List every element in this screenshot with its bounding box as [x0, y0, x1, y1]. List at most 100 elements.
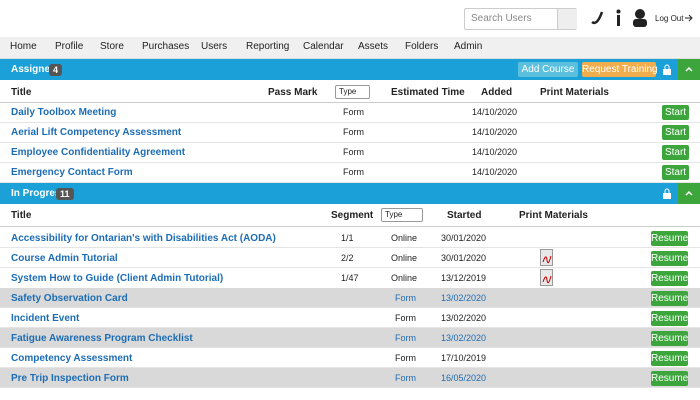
course-started: 13/02/2020	[441, 333, 487, 343]
pdf-icon[interactable]	[540, 269, 553, 286]
nav-item[interactable]: Reporting	[246, 41, 290, 52]
lock-icon[interactable]	[662, 64, 672, 75]
start-button[interactable]: Start	[662, 105, 689, 120]
col-started: Started	[447, 210, 482, 221]
course-title[interactable]: Course Admin Tutorial	[11, 253, 118, 264]
in-progress-row: Incident Event Form 13/02/2020 Resume	[0, 308, 700, 328]
course-title[interactable]: System How to Guide (Client Admin Tutori…	[11, 273, 224, 284]
user-body	[633, 19, 647, 27]
col-estimated-time: Estimated Time	[391, 87, 465, 98]
col-title: Title	[11, 87, 32, 98]
course-title[interactable]: Emergency Contact Form	[11, 167, 133, 178]
resume-button[interactable]: Resume	[651, 331, 689, 346]
assigned-row: Daily Toolbox Meeting Form 14/10/2020 Start	[0, 103, 700, 123]
type-filter[interactable]: Type	[381, 208, 423, 222]
header-icons	[591, 9, 693, 27]
logout-icon	[685, 14, 693, 22]
course-type: Form	[395, 313, 416, 323]
type-filter[interactable]: Type	[335, 85, 370, 99]
course-title[interactable]: Fatigue Awareness Program Checklist	[11, 333, 193, 344]
in-progress-header: Title Segment Type Started Print Materia…	[0, 205, 700, 227]
in-progress-row: Competency Assessment Form 17/10/2019 Resum…	[0, 348, 700, 368]
course-title[interactable]: Safety Observation Card	[11, 293, 128, 304]
resume-button[interactable]: Resume	[651, 311, 689, 326]
nav-bar: Home Profile Store Purchases Users Reporting C…	[0, 37, 700, 59]
collapse-toggle[interactable]	[678, 183, 700, 204]
assigned-header: Title Pass Mark Type Estimated Time Adde…	[0, 82, 700, 103]
add-course-button[interactable]: Add Course	[518, 62, 578, 77]
course-type: Form	[343, 167, 364, 177]
course-added: 14/10/2020	[472, 167, 518, 177]
in-progress-row: Fatigue Awareness Program Checklist Form 1…	[0, 328, 700, 348]
course-started: 13/12/2019	[441, 273, 487, 283]
search-box[interactable]: Search Users	[464, 8, 577, 30]
assigned-bar: Assigned 4 Add Course Request Training	[0, 59, 700, 80]
in-progress-row: Safety Observation Card Form 13/02/2020 Res…	[0, 288, 700, 308]
col-title: Title	[11, 210, 32, 221]
type-filter-label: Type	[385, 210, 403, 219]
nav-item[interactable]: Users	[201, 41, 228, 52]
course-type: Form	[343, 127, 364, 137]
course-title[interactable]: Incident Event	[11, 313, 80, 324]
course-title[interactable]: Pre Trip Inspection Form	[11, 373, 129, 384]
logout-link[interactable]: Log Out	[655, 14, 684, 23]
nav-item[interactable]: Assets	[358, 41, 389, 52]
in-progress-row: Pre Trip Inspection Form Form 16/05/2020 Re…	[0, 368, 700, 388]
course-title[interactable]: Employee Confidentiality Agreement	[11, 147, 186, 158]
resume-button[interactable]: Resume	[651, 371, 689, 386]
assigned-row: Emergency Contact Form Form 14/10/2020 Star…	[0, 163, 700, 183]
nav-item[interactable]: Store	[100, 41, 124, 52]
course-title[interactable]: Aerial Lift Competency Assessment	[11, 127, 182, 138]
nav-item[interactable]: Purchases	[142, 41, 190, 52]
section-count: 11	[56, 188, 74, 200]
course-type: Form	[395, 353, 416, 363]
nav-item[interactable]: Calendar	[303, 41, 344, 52]
nav-item[interactable]: Home	[10, 41, 37, 52]
nav-item[interactable]: Admin	[454, 41, 483, 52]
pdf-icon[interactable]	[540, 249, 553, 266]
course-started: 13/02/2020	[441, 293, 487, 303]
resume-button[interactable]: Resume	[651, 231, 689, 246]
course-added: 14/10/2020	[472, 127, 518, 137]
course-started: 30/01/2020	[441, 253, 487, 263]
course-type: Online	[391, 253, 418, 263]
course-type: Form	[343, 147, 364, 157]
start-button[interactable]: Start	[662, 125, 689, 140]
course-started: 17/10/2019	[441, 353, 487, 363]
nav-item[interactable]: Profile	[55, 41, 84, 52]
nav-item[interactable]: Folders	[405, 41, 439, 52]
course-segment: 1/47	[341, 273, 359, 283]
collapse-toggle[interactable]	[678, 59, 700, 80]
search-button[interactable]	[557, 9, 577, 29]
in-progress-row: Course Admin Tutorial 2/2 Online 30/01/2020…	[0, 248, 700, 268]
resume-button[interactable]: Resume	[651, 251, 689, 266]
in-progress-bar: In Progress 11	[0, 183, 700, 204]
start-button[interactable]: Start	[662, 165, 689, 180]
info-icon[interactable]	[617, 15, 620, 26]
lock-icon[interactable]	[662, 188, 672, 199]
assigned-row: Employee Confidentiality Agreement Form 14…	[0, 143, 700, 163]
resume-button[interactable]: Resume	[651, 291, 689, 306]
course-title[interactable]: Daily Toolbox Meeting	[11, 107, 117, 118]
course-title[interactable]: Accessibility for Ontarian's with Disabi…	[11, 233, 276, 244]
resume-button[interactable]: Resume	[651, 271, 689, 286]
user-icon[interactable]	[635, 9, 645, 19]
search-placeholder: Search Users	[471, 13, 532, 24]
section-count: 4	[49, 64, 63, 76]
start-button[interactable]: Start	[662, 145, 689, 160]
section-title: Assigned	[11, 64, 57, 75]
in-progress-row: Accessibility for Ontarian's with Disabi…	[0, 228, 700, 248]
course-started: 13/02/2020	[441, 313, 487, 323]
course-type: Form	[395, 373, 416, 383]
phone-icon[interactable]	[591, 11, 604, 25]
col-print-materials: Print Materials	[519, 210, 588, 221]
request-training-button[interactable]: Request Training	[582, 62, 658, 77]
course-type: Form	[395, 293, 416, 303]
resume-button[interactable]: Resume	[651, 351, 689, 366]
course-title[interactable]: Competency Assessment	[11, 353, 133, 364]
course-started: 30/01/2020	[441, 233, 487, 243]
col-pass-mark: Pass Mark	[268, 87, 318, 98]
course-added: 14/10/2020	[472, 147, 518, 157]
course-added: 14/10/2020	[472, 107, 518, 117]
